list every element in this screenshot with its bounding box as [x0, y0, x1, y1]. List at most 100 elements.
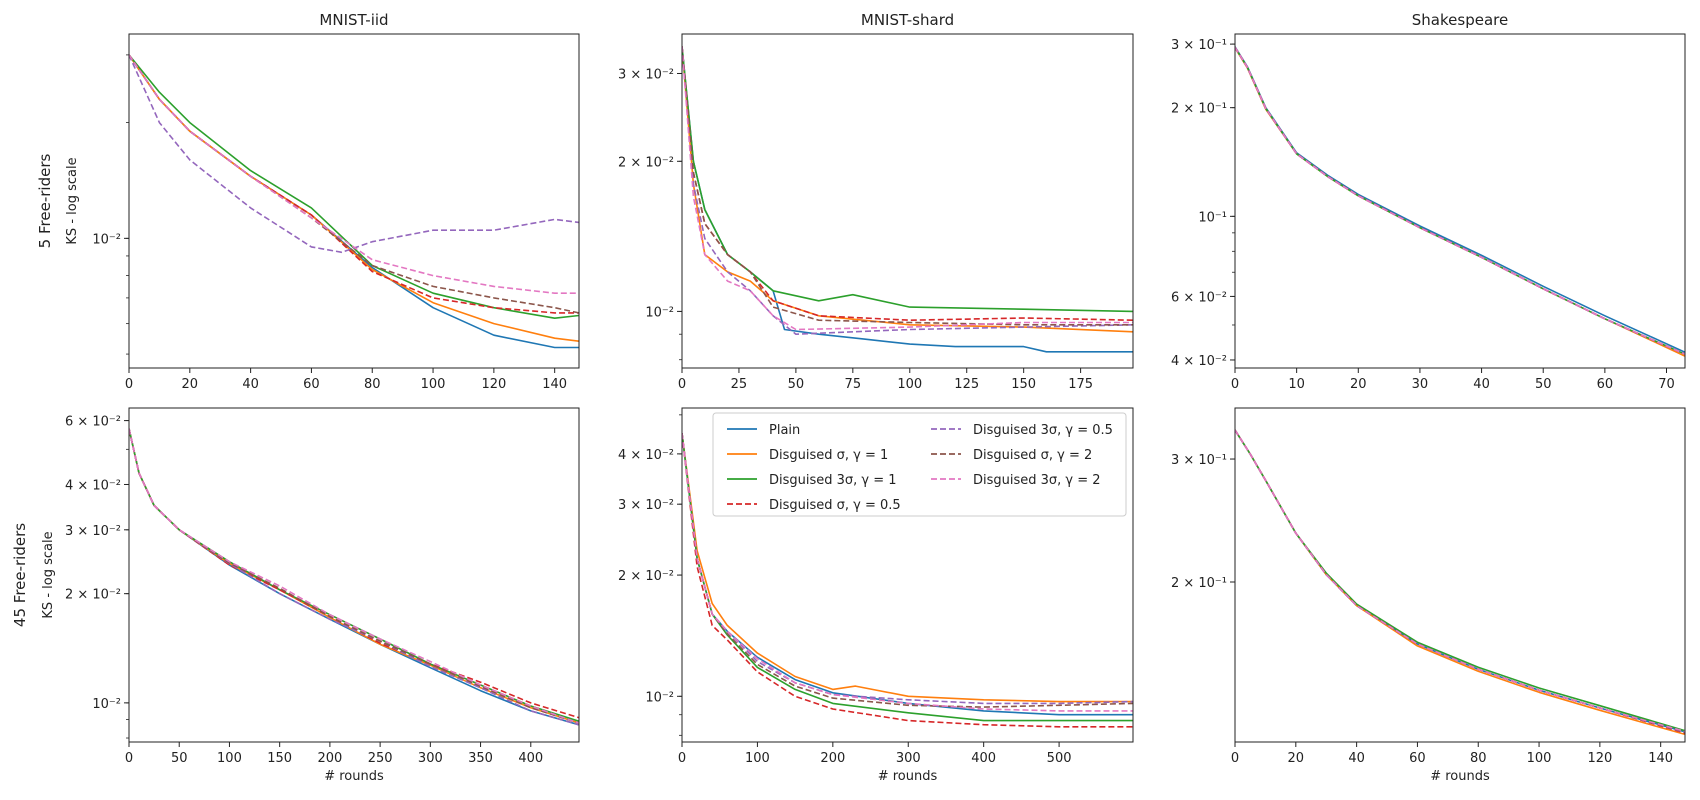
series-line: [129, 428, 579, 724]
y-tick-label: 4 × 10⁻²: [65, 478, 121, 493]
legend-label: Disguised 3σ, γ = 0.5: [973, 423, 1113, 438]
series-line: [129, 54, 579, 295]
panel-shakespeare-5fr: 0 10 20 30 40 50 60 70 4 × 10⁻² 6 × 10⁻² 10⁻¹ 2 × 1…: [1171, 11, 1686, 392]
row-label-bottom: 45 Free-riders: [11, 523, 29, 627]
y-tick-label: 3 × 10⁻¹: [1171, 38, 1227, 53]
series-line: [129, 428, 579, 724]
y-tick-label: 6 × 10⁻²: [1171, 290, 1227, 305]
series-lines: [1235, 46, 1685, 357]
series-line: [682, 433, 1133, 728]
series-lines: [1235, 429, 1685, 736]
y-tick-label: 2 × 10⁻²: [65, 588, 121, 603]
panel-shakespeare-45fr: 0 20 40 60 80 100 120 140 2 × 10⁻¹ 3 × 10⁻¹ # roun…: [1171, 407, 1686, 784]
series-line: [1235, 429, 1685, 734]
x-tick-label: 175: [1068, 377, 1093, 392]
series-line: [129, 428, 579, 719]
x-tick-label: 30: [1412, 377, 1429, 392]
y-tick-label: 10⁻²: [92, 697, 121, 712]
series-line: [1235, 47, 1685, 357]
x-tick-label: 40: [242, 377, 259, 392]
x-tick-label: 400: [971, 751, 996, 766]
y-tick-label: 3 × 10⁻¹: [1171, 453, 1227, 468]
x-tick-label: 140: [1648, 751, 1673, 766]
legend-box: [712, 412, 1127, 517]
y-tick-label: 10⁻²: [645, 305, 674, 320]
axes-frame: [128, 407, 580, 743]
series-line: [1235, 429, 1685, 733]
panel-title: Shakespeare: [1412, 11, 1508, 29]
series-line: [1235, 429, 1685, 733]
x-tick-label: 500: [1047, 751, 1072, 766]
x-tick-label: 20: [182, 377, 199, 392]
series-line: [129, 428, 579, 724]
series-line: [1235, 46, 1685, 355]
x-tick-label: 150: [1011, 377, 1036, 392]
series-line: [1235, 429, 1685, 732]
series-lines: [129, 428, 579, 726]
series-line: [1235, 429, 1685, 736]
legend-label: Disguised 3σ, γ = 1: [769, 473, 897, 488]
legend-label: Plain: [769, 423, 800, 438]
x-tick-label: 100: [217, 751, 242, 766]
y-axis-label: KS - log scale: [41, 531, 56, 618]
x-tick-label: 0: [1231, 751, 1239, 766]
x-tick-label: 200: [317, 751, 342, 766]
series-line: [1235, 429, 1685, 733]
y-tick-label: 3 × 10⁻²: [618, 67, 674, 82]
x-tick-label: 100: [421, 377, 446, 392]
series-line: [129, 428, 579, 722]
y-tick-label: 10⁻¹: [1198, 210, 1227, 225]
x-tick-label: 40: [1348, 751, 1365, 766]
x-axis-label: # rounds: [324, 769, 384, 784]
series-line: [682, 433, 1133, 703]
series-lines: [129, 54, 579, 349]
series-line: [129, 54, 579, 342]
x-tick-label: 80: [1470, 751, 1487, 766]
series-line: [1235, 429, 1685, 734]
x-tick-label: 0: [125, 377, 133, 392]
y-tick-label: 4 × 10⁻²: [618, 448, 674, 463]
series-line: [682, 46, 1133, 313]
x-tick-label: 140: [542, 377, 567, 392]
x-tick-label: 60: [1597, 377, 1614, 392]
panel-mnist-shard-45fr: 0 100 200 300 400 500 10⁻² 2 × 10⁻² 3 × 10⁻² 4 × …: [618, 407, 1134, 784]
x-tick-label: 50: [1535, 377, 1552, 392]
series-line: [682, 46, 1133, 333]
series-line: [682, 46, 1133, 336]
y-tick-label: 3 × 10⁻²: [65, 524, 121, 539]
axes-frame: [1234, 407, 1686, 743]
x-tick-label: 120: [1587, 751, 1612, 766]
axes-frame: [681, 33, 1134, 369]
series-line: [129, 54, 579, 314]
x-tick-label: 400: [518, 751, 543, 766]
series-line: [1235, 46, 1685, 355]
series-line: [682, 46, 1133, 322]
series-line: [682, 46, 1133, 326]
series-line: [129, 54, 579, 349]
x-tick-label: 0: [678, 751, 686, 766]
series-lines: [682, 46, 1133, 353]
x-tick-label: 20: [1350, 377, 1367, 392]
legend-label: Disguised σ, γ = 0.5: [769, 498, 901, 513]
legend-label: Disguised σ, γ = 2: [973, 448, 1092, 463]
y-tick-label: 10⁻²: [645, 690, 674, 705]
series-line: [682, 46, 1133, 331]
y-tick-label: 3 × 10⁻²: [618, 498, 674, 513]
y-axis-label: KS - log scale: [65, 157, 80, 244]
series-line: [129, 428, 579, 726]
x-tick-label: 120: [481, 377, 506, 392]
row-label-top: 5 Free-riders: [36, 154, 54, 249]
series-line: [1235, 46, 1685, 355]
panel-mnist-shard-5fr: 0 25 50 75 100 125 150 175 10⁻² 2 × 10⁻² 3 × 10⁻² M…: [618, 11, 1134, 392]
y-tick-label: 2 × 10⁻¹: [1171, 576, 1227, 591]
x-tick-label: 125: [954, 377, 979, 392]
x-tick-label: 25: [731, 377, 748, 392]
x-tick-label: 350: [468, 751, 493, 766]
x-tick-label: 50: [788, 377, 805, 392]
series-line: [1235, 46, 1685, 355]
y-tick-label: 2 × 10⁻²: [618, 569, 674, 584]
x-tick-label: 150: [267, 751, 292, 766]
panel-mnist-iid-5fr: 0 20 40 60 80 100 120 140 10⁻² MNIST-iid KS - log …: [65, 11, 580, 392]
x-tick-label: 60: [303, 377, 320, 392]
x-tick-label: 80: [364, 377, 381, 392]
